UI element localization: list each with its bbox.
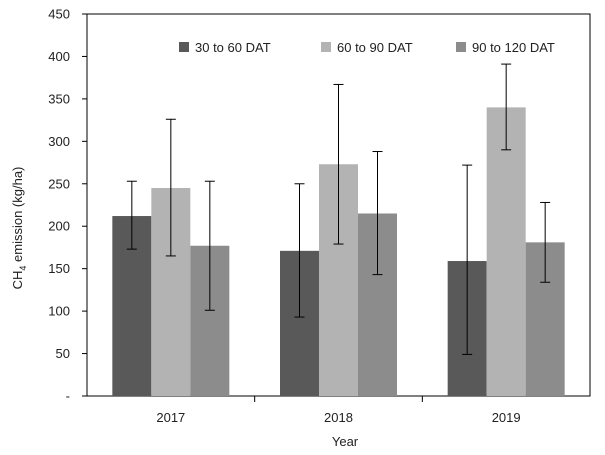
y-axis-ticks: - 50 100 150 200 250 300 350 400 450 bbox=[48, 7, 87, 404]
legend-label: 60 to 90 DAT bbox=[337, 40, 413, 55]
y-axis-title-main: CH bbox=[10, 271, 25, 290]
y-tick-label: 350 bbox=[48, 91, 70, 106]
x-axis-title: Year bbox=[332, 434, 359, 449]
bars bbox=[112, 63, 565, 396]
y-tick-label: 150 bbox=[48, 261, 70, 276]
legend-swatch bbox=[321, 42, 331, 52]
y-tick-label: 300 bbox=[48, 134, 70, 149]
legend-label: 90 to 120 DAT bbox=[472, 40, 555, 55]
y-axis-title-rest: emission (kg/ha) bbox=[10, 167, 25, 266]
y-axis-title-subscript: 4 bbox=[18, 266, 28, 271]
y-tick-label: 50 bbox=[56, 346, 70, 361]
x-tick-label: 2017 bbox=[156, 410, 185, 425]
legend: 30 to 60 DAT 60 to 90 DAT 90 to 120 DAT bbox=[179, 40, 555, 55]
y-tick-label: 200 bbox=[48, 219, 70, 234]
x-axis-ticks: 2017 2018 2019 bbox=[156, 396, 521, 425]
y-axis-title: CH4 emission (kg/ha) bbox=[10, 167, 28, 290]
legend-swatch bbox=[179, 42, 189, 52]
y-tick-label: 450 bbox=[48, 7, 70, 22]
legend-swatch bbox=[456, 42, 466, 52]
y-tick-label: - bbox=[66, 389, 70, 404]
x-tick-label: 2018 bbox=[324, 410, 353, 425]
y-tick-label: 100 bbox=[48, 304, 70, 319]
bar bbox=[486, 107, 526, 396]
y-tick-label: 250 bbox=[48, 176, 70, 191]
legend-label: 30 to 60 DAT bbox=[195, 40, 271, 55]
x-tick-label: 2019 bbox=[492, 410, 521, 425]
y-tick-label: 400 bbox=[48, 49, 70, 64]
